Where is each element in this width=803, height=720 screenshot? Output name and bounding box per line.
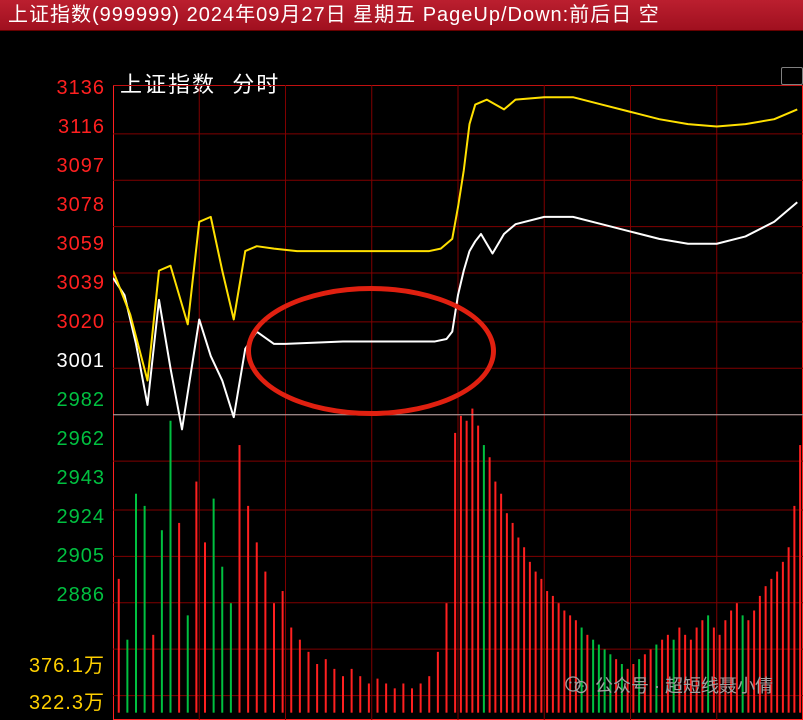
y-tick-label: 3116 xyxy=(10,116,105,139)
y-tick-label: 2962 xyxy=(10,428,105,451)
y-tick-label: 3001 xyxy=(10,350,105,373)
y-tick-label: 2924 xyxy=(10,506,105,529)
y-tick-label: 3097 xyxy=(10,155,105,178)
watermark: 公众号 · 超短线聂小倩 xyxy=(565,672,773,698)
y-tick-label: 2982 xyxy=(10,389,105,412)
minimize-indicator-icon xyxy=(781,67,803,85)
y-tick-label: 2943 xyxy=(10,467,105,490)
wechat-icon xyxy=(565,675,589,695)
volume-tick-label: 322.3万 xyxy=(10,686,105,715)
y-tick-label: 2905 xyxy=(10,545,105,568)
price-chart xyxy=(113,85,803,720)
y-tick-label: 3039 xyxy=(10,272,105,295)
y-tick-label: 3136 xyxy=(10,77,105,100)
title-bar: 上证指数(999999) 2024年09月27日 星期五 PageUp/Down… xyxy=(0,0,803,31)
watermark-text: 公众号 · 超短线聂小倩 xyxy=(595,672,773,698)
y-tick-label: 3020 xyxy=(10,311,105,334)
title-text: 上证指数(999999) 2024年09月27日 星期五 PageUp/Down… xyxy=(8,4,660,26)
y-tick-label: 3078 xyxy=(10,194,105,217)
y-tick-label: 3059 xyxy=(10,233,105,256)
y-tick-label: 2886 xyxy=(10,584,105,607)
chart-container: 上证指数 分时 31363116309730783059303930203001… xyxy=(0,31,803,720)
volume-tick-label: 376.1万 xyxy=(10,649,105,678)
